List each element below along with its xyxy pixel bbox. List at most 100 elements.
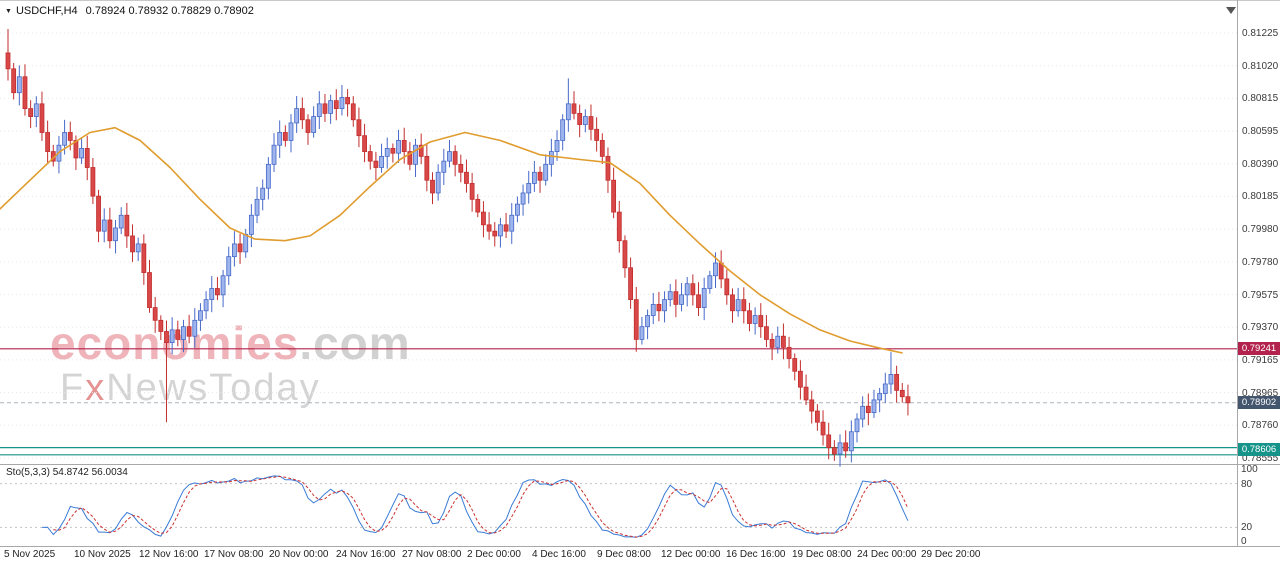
symbol-quote-bar: ▼ USDCHF,H4 0.78924 0.78932 0.78829 0.7890… [5,5,254,17]
candle-body [67,132,73,141]
candle-body [509,214,515,232]
candle-body [690,283,696,296]
time-tick-label: 9 Dec 08:00 [597,549,651,560]
stoch-scale-label: 80 [1241,478,1253,490]
candle-body [198,310,203,321]
candle-body [854,418,860,433]
candle-body [622,240,628,269]
candle-body [905,396,911,404]
candle-body [367,151,373,162]
candle-body [390,148,396,154]
candle-body [90,167,96,197]
candle-body [248,214,254,235]
candle-body [62,132,67,146]
candle-body [203,299,209,312]
candle-body [11,68,17,94]
candle-body [215,288,220,296]
candle-body [865,405,871,414]
candle-body [322,103,328,114]
candle-body [362,135,367,152]
candle-body [141,243,147,273]
candle-body [84,148,90,168]
candle-body [175,329,181,340]
candle-body [792,358,798,372]
candle-body [373,160,379,168]
candle-body [316,103,322,117]
candle-body [837,442,843,455]
current-price-badge: 0.78902 [1238,396,1280,410]
candle-body [135,243,141,253]
candle-body [713,262,718,277]
candle-body [152,307,158,321]
candle-body [775,335,781,348]
candle-body [435,171,441,194]
time-tick-label: 5 Nov 2025 [4,549,56,560]
candle-body [96,195,101,232]
candle-body [464,171,469,184]
candle-body [656,303,662,312]
candle-body [492,230,498,237]
candle-body [186,326,192,337]
candle-body [503,224,509,232]
candle-body [147,272,152,308]
candle-body [22,76,28,110]
candle-body [560,119,566,141]
candle-body [877,393,883,401]
candle-body [396,140,401,154]
candle-body [299,108,305,121]
price-tick-label: 0.79165 [1242,354,1279,366]
time-tick-label: 12 Dec 00:00 [661,549,721,560]
candle-body [79,148,84,159]
price-tick-label: 0.80185 [1242,191,1279,203]
candle-body [486,224,492,232]
candle-body [73,140,79,159]
candle-body [407,151,413,165]
candle-body [164,331,169,343]
candle-body [220,275,226,296]
time-tick-label: 20 Nov 00:00 [269,549,329,560]
candle-body [384,148,390,157]
symbol-marker-icon: ▼ [5,8,12,15]
candle-body [231,243,237,258]
candle-body [543,163,549,181]
candle-body [843,442,849,452]
candle-body [531,171,537,184]
stochastic-label: Sto(5,3,3) 54.8742 56.0034 [6,467,128,478]
candle-body [860,405,866,420]
candle-body [786,346,792,359]
candle-body [571,103,577,114]
candle-body [820,421,826,436]
candle-body [498,224,503,237]
candle-body [520,192,526,205]
candle-body [16,76,22,94]
candle-body [209,288,215,301]
moving-average-line [0,126,903,354]
candle-body [158,319,164,332]
ohlc-quote: 0.78924 0.78932 0.78829 0.78902 [85,5,254,17]
candle-body [515,203,520,216]
price-tick-label: 0.78555 [1242,453,1279,464]
time-tick-label: 17 Nov 08:00 [204,549,264,560]
watermark-line2: FxNewsToday [60,369,411,407]
time-tick-label: 4 Dec 16:00 [532,549,586,560]
candle-body [831,447,837,455]
watermark-x-logo: x [85,367,107,409]
candle-body [181,326,186,340]
candle-body [226,256,232,277]
candle-body [101,219,107,232]
candle-body [345,97,351,105]
watermark-brand-suffix: .com [299,317,411,369]
candle-body [356,119,362,137]
time-tick-label: 24 Nov 16:00 [336,549,396,560]
price-tick-label: 0.78965 [1242,387,1279,399]
candle-body [379,155,384,168]
candle-body [452,151,458,165]
stoch-scale-label: 20 [1241,522,1253,534]
price-tick-label: 0.80390 [1242,158,1279,170]
stochastic-main-line [41,475,909,538]
stoch-scale-label: 0 [1241,536,1247,547]
candle-body [282,132,288,141]
price-tick-label: 0.81225 [1242,28,1279,39]
candle-body [413,144,418,165]
